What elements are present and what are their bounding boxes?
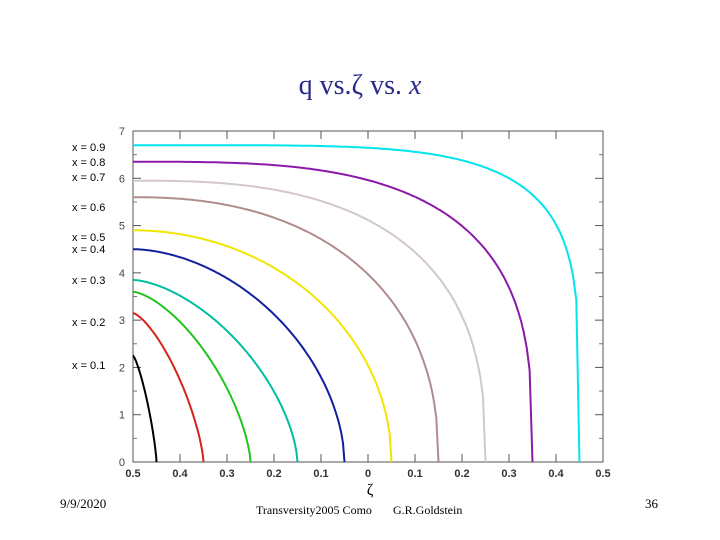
y-tick-label: 2 xyxy=(119,362,125,374)
x-tick-label: 0.2 xyxy=(266,468,281,480)
series-line-x-0-8 xyxy=(133,160,534,463)
footer-page: 36 xyxy=(645,496,658,511)
y-tick-label: 4 xyxy=(119,268,125,280)
series-label-x04: x = 0.4 xyxy=(72,244,106,256)
x-axis-label: ζ xyxy=(367,482,374,499)
series-line-x-0-1 xyxy=(132,312,205,463)
series-label-x03: x = 0.3 xyxy=(72,275,106,287)
series-line-x-0-6 xyxy=(133,196,440,463)
title-zeta: ζ xyxy=(351,70,364,101)
series-group xyxy=(132,144,581,463)
x-tick-label: 0.3 xyxy=(219,468,234,480)
y-tick-label: 7 xyxy=(119,126,125,138)
y-tick-label: 0 xyxy=(119,457,125,469)
footer-center: Transversity2005 Como xyxy=(256,503,372,517)
x-tick-label: 0.3 xyxy=(501,468,516,480)
x-tick-label: 0.5 xyxy=(595,468,610,480)
series-line-x-0-2 xyxy=(133,290,252,463)
series-line-x-0-7 xyxy=(133,179,487,463)
series-line-x-0-3 xyxy=(132,278,299,463)
series-label-x06: x = 0.6 xyxy=(72,202,106,214)
y-tick-label: 5 xyxy=(119,221,125,233)
series-label-x07: x = 0.7 xyxy=(72,172,106,184)
x-tick-label: 0.5 xyxy=(125,468,140,480)
series-line-x-0-5 xyxy=(133,229,393,463)
series-label-x02: x = 0.2 xyxy=(72,317,106,329)
footer-date: 9/9/2020 xyxy=(60,496,107,511)
series-label-x05: x = 0.5 xyxy=(72,232,106,244)
x-tick-label: 0 xyxy=(365,468,371,480)
y-tick-label: 6 xyxy=(119,173,125,185)
series-label-x01: x = 0.1 xyxy=(72,360,106,372)
series-line-baseline xyxy=(132,354,158,463)
tick-labels: 0 1 2 3 4 5 6 7 0.5 0.4 0.3 0.2 0.1 0 0.1 0.2 0.3 0.4 0.5 xyxy=(119,126,611,480)
x-tick-label: 0.4 xyxy=(172,468,188,480)
y-tick-label: 3 xyxy=(119,315,125,327)
series-line-x-0-4 xyxy=(133,248,346,463)
x-tick-label: 0.1 xyxy=(313,468,328,480)
title-mid: vs. xyxy=(363,70,409,101)
y-tick-label: 1 xyxy=(119,410,125,422)
footer-author: G.R.Goldstein xyxy=(393,503,463,517)
axis-ticks xyxy=(132,130,604,463)
x-tick-label: 0.1 xyxy=(407,468,422,480)
series-line-x-0-9 xyxy=(133,144,581,463)
x-tick-label: 0.2 xyxy=(454,468,469,480)
series-label-x08: x = 0.8 xyxy=(72,157,106,169)
title-prefix: q vs. xyxy=(298,70,352,101)
x-tick-label: 0.4 xyxy=(548,468,564,480)
slide-title: q vs.ζ vs. x xyxy=(0,70,720,102)
title-x: x xyxy=(408,70,422,101)
series-label-x09: x = 0.9 xyxy=(72,142,106,154)
